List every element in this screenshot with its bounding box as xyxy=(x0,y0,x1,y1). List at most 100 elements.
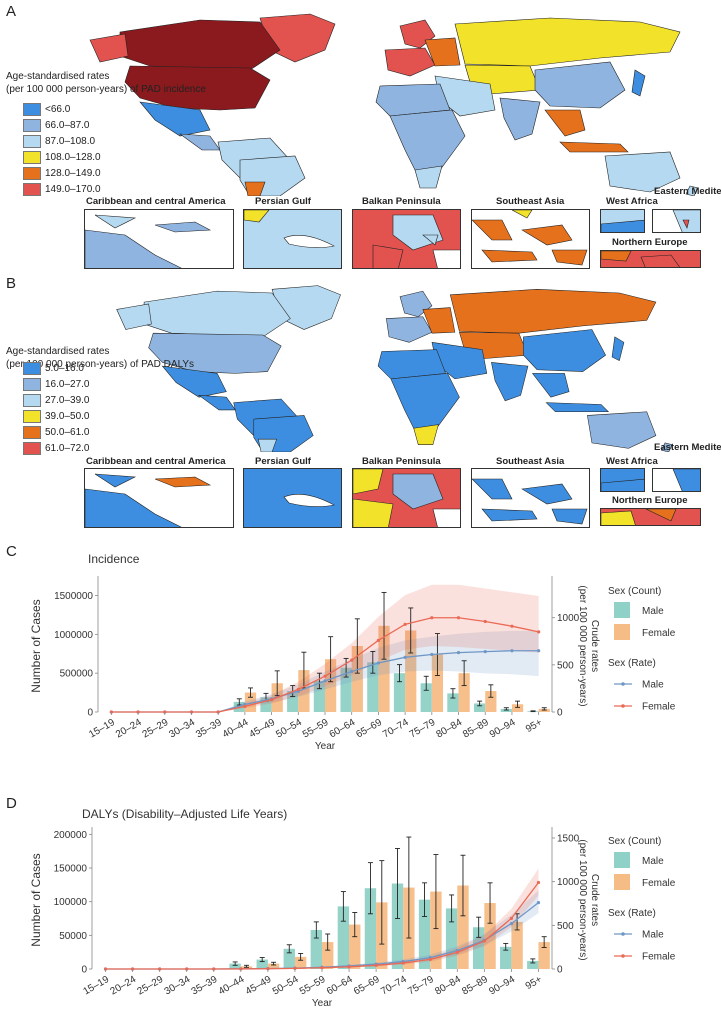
bar-male xyxy=(472,927,485,969)
bar-female xyxy=(322,942,334,969)
western-europe-shape xyxy=(384,47,436,77)
x-tick-label: 90–94 xyxy=(488,717,518,741)
map-a-legend-swatch xyxy=(23,103,41,116)
map-a-legend-item: 87.0–108.0 xyxy=(23,135,95,149)
x-tick-label: 20–24 xyxy=(109,974,139,998)
inset-a-caribbean-title: Caribbean and central America xyxy=(86,196,226,207)
map-b-legend-item: 27.0–39.0 xyxy=(23,394,90,408)
rate-point-female xyxy=(376,638,381,642)
rate-point-female xyxy=(536,880,541,885)
rate-point-female xyxy=(323,674,327,678)
inset-a-west-africa-map xyxy=(600,209,645,233)
bar-female xyxy=(325,659,337,712)
legend-count-label: Male xyxy=(642,856,664,867)
legend-rate-point xyxy=(621,954,625,958)
legend-rate-point xyxy=(621,932,625,936)
map-a-legend-item: 149.0–170.0 xyxy=(23,183,101,197)
panel-c-letter: C xyxy=(6,543,17,560)
legend-rate-title: Sex (Rate) xyxy=(608,658,656,669)
bar-female xyxy=(378,625,390,712)
x-tick-label: 50–54 xyxy=(271,974,301,998)
legend-count-swatch xyxy=(614,624,630,640)
japan-shape xyxy=(631,69,646,97)
rate-point-female xyxy=(430,616,434,620)
map-b-legend-swatch xyxy=(23,378,41,391)
bar-female xyxy=(511,704,524,712)
legend-rate-point xyxy=(621,682,625,686)
y2-tick-label: 1000 xyxy=(557,613,580,624)
x-tick-label: 95+ xyxy=(524,974,544,992)
rate-point-male xyxy=(483,650,487,654)
bar-female xyxy=(457,885,469,969)
x-tick-label: 60–64 xyxy=(325,974,355,998)
y2-tick-label: 0 xyxy=(557,708,563,719)
bar-female xyxy=(538,942,550,969)
x-tick-label: 85–89 xyxy=(461,717,491,741)
bar-male xyxy=(500,946,512,969)
rate-point-female xyxy=(243,704,247,708)
map-a-legend-item: 66.0–87.0 xyxy=(23,119,90,133)
y2-axis-label-line2: (per 100 000 person-years) xyxy=(577,585,588,706)
rate-point-male xyxy=(509,921,514,926)
x-tick-label: 30–34 xyxy=(167,717,197,741)
bar-male xyxy=(418,899,431,969)
rate-point-female xyxy=(509,916,514,920)
inset-b-eastern-med-map xyxy=(652,468,701,492)
bar-male xyxy=(393,673,406,712)
map-a-legend-label: 128.0–149.0 xyxy=(45,168,101,180)
inset-a-persian-gulf-map xyxy=(243,209,342,269)
panel-d-letter: D xyxy=(6,795,17,812)
rate-point-male xyxy=(537,649,541,653)
y2-axis-label-line1: Crude rates xyxy=(589,620,600,672)
world-map-incidence xyxy=(89,13,699,196)
bar-male xyxy=(364,888,377,969)
legend-a-title-line2: (per 100 000 person-years) of PAD incide… xyxy=(6,84,206,95)
map-b-legend-item: 50.0–61.0 xyxy=(23,426,90,440)
legend-count-title: Sex (Count) xyxy=(608,586,661,597)
map-b-legend-label: 39.0–50.0 xyxy=(45,411,90,423)
x-tick-label: 80–84 xyxy=(434,717,464,741)
legend-b-title: Age-standardised rates (per 100 000 pers… xyxy=(6,345,194,371)
chart-title: DALYs (Disability–Adjusted Life Years) xyxy=(82,807,287,821)
map-a-legend-label: 149.0–170.0 xyxy=(45,184,101,196)
southern-africa-shape xyxy=(414,165,443,189)
legend-count-swatch xyxy=(614,602,630,618)
inset-b-caribbean-map xyxy=(84,468,234,528)
bar-female xyxy=(431,654,444,712)
inset-a-southeast-asia-map xyxy=(471,209,590,269)
bar-female xyxy=(351,646,363,712)
australia-shape xyxy=(604,151,681,193)
x-tick-label: 85–89 xyxy=(460,974,490,998)
rate-band-male xyxy=(111,630,539,712)
world-map-dalys xyxy=(116,285,673,452)
bar-female xyxy=(267,963,280,969)
map-b-legend-swatch xyxy=(23,442,41,455)
bar-female xyxy=(511,921,523,969)
x-tick-label: 15–19 xyxy=(81,974,111,998)
bar-female xyxy=(244,692,257,712)
bar-male xyxy=(391,883,404,969)
x-tick-label: 70–74 xyxy=(381,717,411,741)
legend-count-title: Sex (Count) xyxy=(608,836,661,847)
bar-male xyxy=(260,697,272,712)
bar-female xyxy=(458,673,470,712)
inset-a-northern-europe-map xyxy=(600,250,701,268)
y-axis-label: Number of Cases xyxy=(29,599,43,692)
inset-b-persian-gulf-map xyxy=(243,468,342,528)
map-b-legend-item: 5.0–16.0 xyxy=(23,362,84,376)
x-tick-label: 30–34 xyxy=(163,974,193,998)
y-tick-label: 1500000 xyxy=(54,591,93,602)
inset-b-northern-europe-title: Northern Europe xyxy=(612,495,688,506)
rate-point-female xyxy=(374,963,378,967)
y2-tick-label: 500 xyxy=(557,660,574,671)
map-b-legend-swatch xyxy=(23,426,41,439)
x-tick-label: 65–69 xyxy=(354,717,384,741)
rate-point-female xyxy=(456,616,461,620)
y2-tick-label: 1000 xyxy=(557,877,580,888)
bar-male xyxy=(313,680,325,712)
indonesia-shape xyxy=(559,141,629,153)
russia-shape xyxy=(454,17,681,67)
x-tick-label: 90–94 xyxy=(487,974,517,998)
argentina-shape xyxy=(244,181,266,196)
y2-tick-label: 1500 xyxy=(557,833,580,844)
